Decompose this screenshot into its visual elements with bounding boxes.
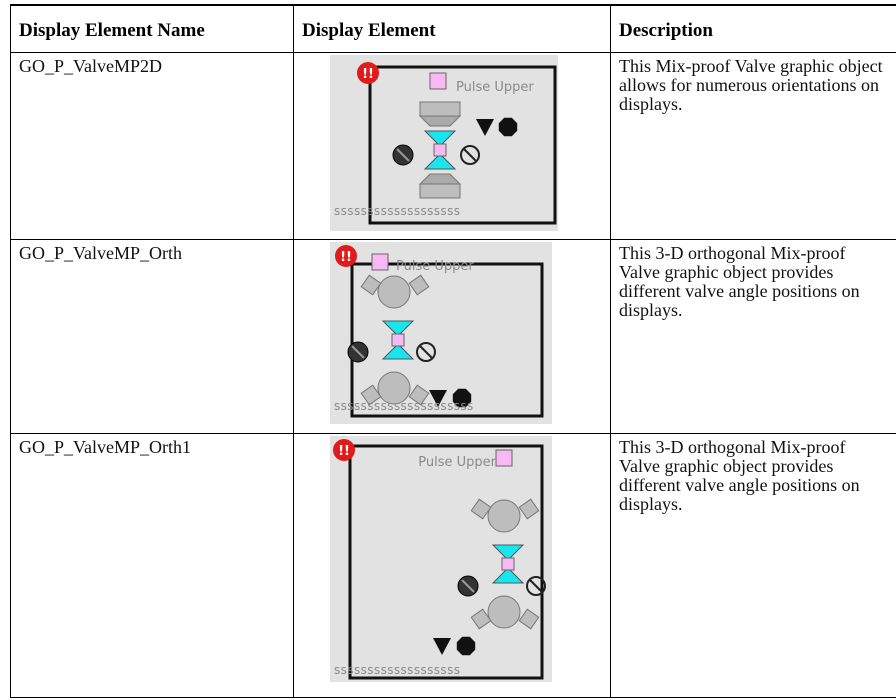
stop-octagon	[456, 636, 476, 656]
header-cell: Display Element Name	[10, 4, 294, 53]
graphic-frame	[350, 262, 544, 418]
element-graphic: Pulse Upper!! sssssssssssssssssss	[330, 436, 552, 682]
alarm-text: !!	[362, 67, 374, 82]
valve-body	[377, 275, 411, 309]
no-icon	[460, 145, 480, 165]
no-icon	[416, 342, 436, 362]
valve-port	[470, 608, 492, 630]
v-indicator	[433, 638, 451, 655]
no-slash	[419, 345, 433, 359]
header-cell: Display Element	[293, 4, 611, 53]
graphic-footer: sssssssssssssssssssss	[334, 399, 474, 413]
blocked-slash	[351, 345, 365, 359]
valve-center	[501, 557, 515, 571]
table-row: GO_P_ValveMP_Orth1 Pulse Upper!! sssssssss…	[10, 433, 896, 698]
valve-port	[408, 384, 430, 406]
element-name: GO_P_ValveMP2D	[10, 52, 294, 240]
alarm-text: !!	[338, 444, 350, 459]
valve-center	[433, 143, 447, 157]
valve-body	[377, 371, 411, 405]
element-description: This 3-D orthogonal Mix-proof Valve grap…	[610, 433, 896, 698]
element-name: GO_P_ValveMP_Orth	[10, 239, 294, 434]
element-graphic: Pulse Upper!! sssssssssssssssssssss	[330, 242, 552, 424]
header-row: Display Element Name Display Element Des…	[10, 4, 896, 53]
graphic-label: Pulse Upper	[456, 80, 534, 95]
valve-body	[487, 595, 521, 629]
valve-port	[408, 274, 430, 296]
valve-seat	[491, 544, 525, 561]
status-square	[429, 72, 447, 90]
valve-body	[418, 115, 462, 127]
alarm-badge	[357, 62, 379, 84]
valve-seat	[423, 130, 457, 147]
v-indicator	[476, 119, 494, 136]
valve-center	[391, 333, 405, 347]
valve-port	[518, 608, 540, 630]
element-name: GO_P_ValveMP_Orth1	[10, 433, 294, 698]
status-square	[495, 449, 513, 467]
table-row: GO_P_ValveMP2D Pulse Upper!! sssssssssssss…	[10, 52, 896, 240]
stop-octagon	[498, 117, 518, 137]
element-graphic: Pulse Upper!! sssssssssssssssssss	[330, 55, 558, 231]
valve-port	[360, 274, 382, 296]
stop-octagon	[452, 388, 472, 408]
graphic-frame	[348, 444, 544, 680]
valve-port	[360, 384, 382, 406]
element-description: This 3-D orthogonal Mix-proof Valve grap…	[610, 239, 896, 434]
graphic-frame	[368, 65, 557, 225]
element-graphic-cell: Pulse Upper!! sssssssssssssssssss	[293, 433, 611, 698]
no-slash	[529, 579, 543, 593]
graphic-label: Pulse Upper	[418, 455, 496, 470]
table-body: GO_P_ValveMP2D Pulse Upper!! sssssssssssss…	[10, 52, 896, 698]
element-graphic-cell: Pulse Upper!! sssssssssssssssssssss	[293, 239, 611, 434]
valve-port	[518, 498, 540, 520]
valve-body	[419, 101, 461, 117]
blocked-slash	[396, 148, 410, 162]
alarm-badge	[335, 245, 357, 267]
element-graphic-cell: Pulse Upper!! sssssssssssssssssss	[293, 52, 611, 240]
valve-body	[418, 173, 462, 185]
valve-seat	[381, 343, 415, 360]
graphic-footer: sssssssssssssssssss	[334, 663, 460, 677]
no-icon	[526, 576, 546, 596]
element-table: Display Element Name Display Element Des…	[10, 4, 896, 698]
status-square	[371, 253, 389, 271]
element-description: This Mix-proof Valve graphic object allo…	[610, 52, 896, 240]
graphic-footer: sssssssssssssssssss	[334, 204, 460, 218]
header-cell: Description	[610, 4, 896, 53]
alarm-badge	[333, 439, 355, 461]
v-indicator	[429, 390, 447, 407]
no-slash	[463, 148, 477, 162]
valve-port	[470, 498, 492, 520]
valve-seat	[381, 320, 415, 337]
valve-body	[419, 183, 461, 199]
alarm-text: !!	[340, 250, 352, 265]
graphic-label: Pulse Upper	[396, 259, 474, 274]
blocked-slash	[461, 579, 475, 593]
valve-body	[487, 499, 521, 533]
valve-seat	[491, 567, 525, 584]
table-row: GO_P_ValveMP_Orth Pulse Upper!! ssssssssss…	[10, 239, 896, 434]
valve-seat	[423, 153, 457, 170]
